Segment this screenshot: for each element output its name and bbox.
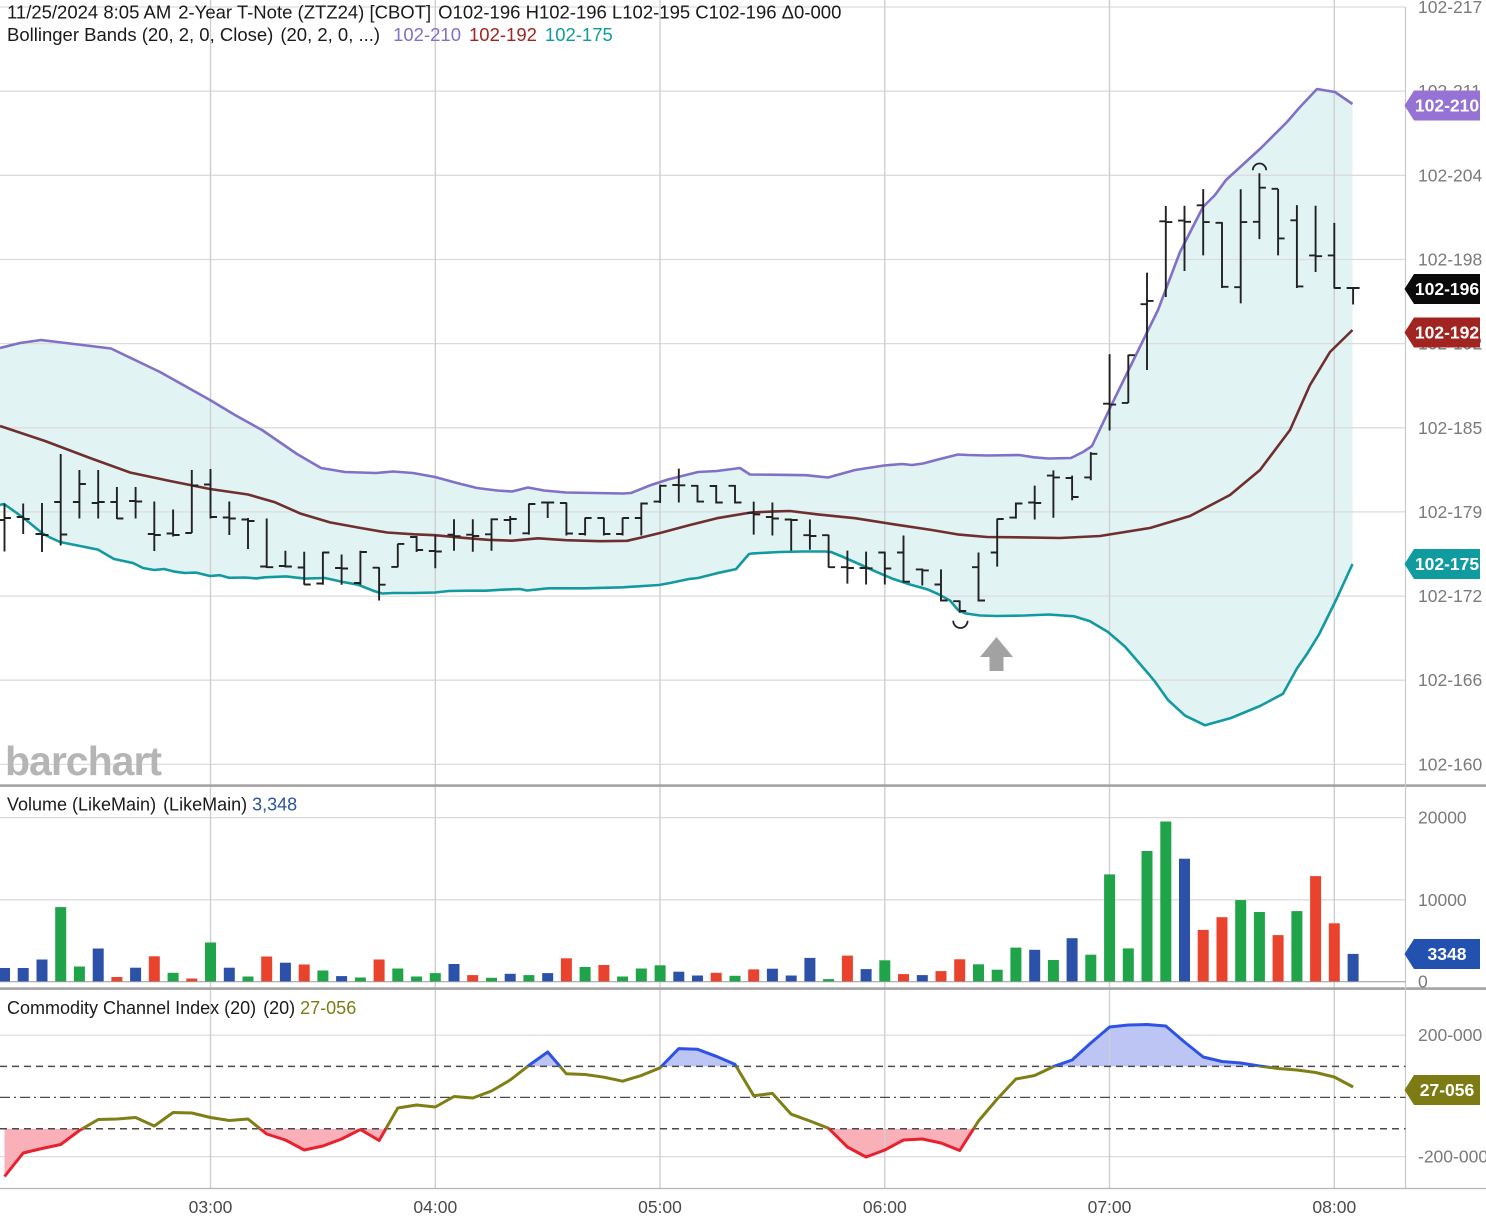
- svg-text:0: 0: [1418, 972, 1428, 992]
- svg-text:102-179: 102-179: [1418, 502, 1482, 522]
- svg-text:102-175: 102-175: [1415, 554, 1479, 574]
- svg-text:05:00: 05:00: [638, 1197, 682, 1217]
- svg-text:04:00: 04:00: [413, 1197, 457, 1217]
- svg-text:102-185: 102-185: [1418, 418, 1482, 438]
- svg-text:102-198: 102-198: [1418, 250, 1482, 270]
- svg-text:102-217: 102-217: [1418, 0, 1482, 17]
- svg-text:Volume (LikeMain)(LikeMain) 3,: Volume (LikeMain) (LikeMain) 3,348: [7, 795, 297, 815]
- svg-text:200-000: 200-000: [1418, 1025, 1482, 1045]
- svg-text:102-160: 102-160: [1418, 754, 1482, 774]
- svg-text:-200-000: -200-000: [1418, 1147, 1486, 1167]
- svg-text:102-172: 102-172: [1418, 586, 1482, 606]
- svg-text:07:00: 07:00: [1088, 1197, 1132, 1217]
- svg-text:102-196: 102-196: [1415, 279, 1479, 299]
- svg-text:barchart: barchart: [5, 738, 162, 784]
- svg-text:27-056: 27-056: [1420, 1080, 1475, 1100]
- svg-text:3348: 3348: [1428, 944, 1467, 964]
- svg-text:102-166: 102-166: [1418, 670, 1482, 690]
- svg-text:20000: 20000: [1418, 808, 1467, 828]
- svg-text:102-210: 102-210: [1415, 96, 1479, 116]
- svg-text:102-192: 102-192: [1415, 323, 1479, 343]
- svg-text:102-204: 102-204: [1418, 165, 1482, 185]
- svg-text:Commodity Channel Index (20)(2: Commodity Channel Index (20) (20) 27-056: [7, 998, 356, 1018]
- svg-text:03:00: 03:00: [189, 1197, 233, 1217]
- svg-text:06:00: 06:00: [863, 1197, 907, 1217]
- svg-text:08:00: 08:00: [1312, 1197, 1356, 1217]
- svg-text:Bollinger Bands (20, 2, 0, Clo: Bollinger Bands (20, 2, 0, Close) (20, 2,…: [7, 24, 613, 45]
- svg-text:11/25/2024 8:05 AM2-Year T-Not: 11/25/2024 8:05 AM 2-Year T-Note (ZTZ24) …: [7, 2, 841, 23]
- svg-text:10000: 10000: [1418, 890, 1467, 910]
